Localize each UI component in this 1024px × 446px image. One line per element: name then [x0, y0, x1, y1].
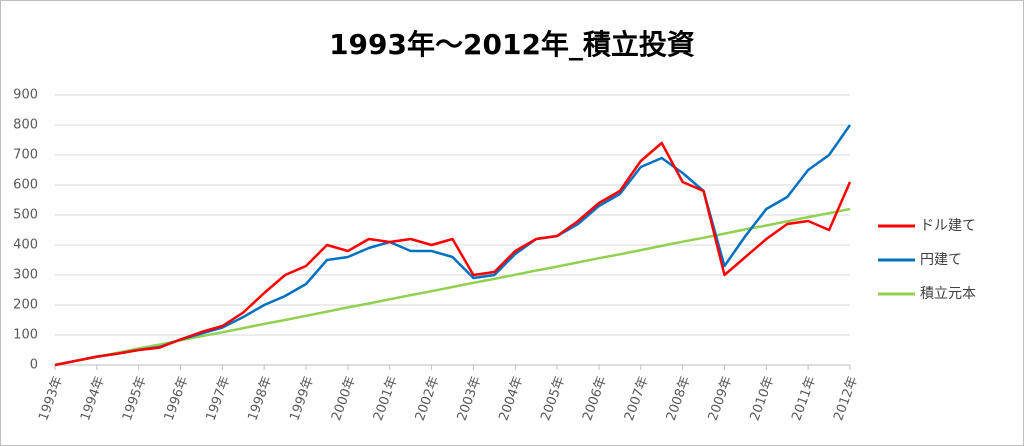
- y-tick-label: 0: [30, 358, 38, 373]
- y-tick-label: 100: [13, 328, 38, 343]
- y-tick-label: 600: [13, 178, 38, 193]
- y-tick-label: 900: [13, 88, 38, 103]
- chart-title: 1993年～2012年_積立投資: [329, 28, 695, 61]
- legend-label: ドル建て: [920, 218, 976, 234]
- y-tick-label: 400: [13, 238, 38, 253]
- y-tick-label: 300: [13, 268, 38, 283]
- y-tick-label: 800: [13, 118, 38, 133]
- y-tick-label: 500: [13, 208, 38, 223]
- line-series: [54, 207, 851, 367]
- line-series: [54, 141, 852, 367]
- y-tick-label: 700: [13, 148, 38, 163]
- legend-label: 積立元本: [920, 286, 976, 302]
- y-tick-label: 200: [13, 298, 38, 313]
- legend-label: 円建て: [920, 252, 962, 268]
